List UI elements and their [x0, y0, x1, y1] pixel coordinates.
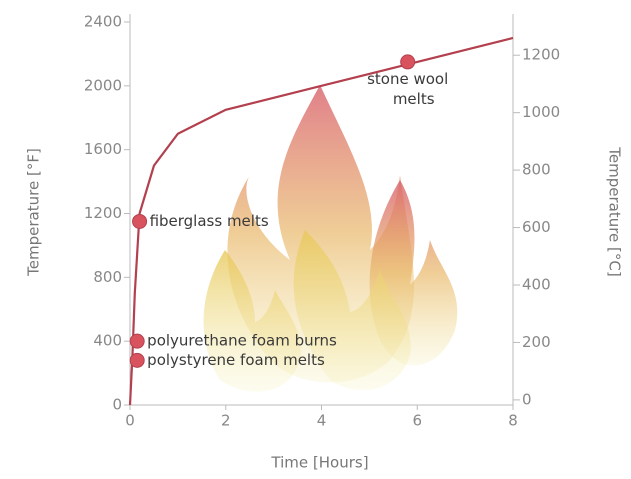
x-tick-label: 0 — [125, 412, 135, 430]
chart: Time [Hours] Temperature [°F] Temperatur… — [0, 0, 631, 475]
y-tick-label: 1600 — [84, 140, 122, 158]
annotation-point — [130, 353, 144, 367]
y-tick-label: 400 — [93, 332, 122, 350]
y2-tick-label: 600 — [522, 218, 551, 236]
x-tick-label: 2 — [221, 412, 231, 430]
y-tick-label: 0 — [112, 396, 122, 414]
y2-tick-label: 400 — [522, 275, 551, 293]
x-tick-label: 4 — [317, 412, 327, 430]
y-axis-label: Temperature [°F] — [25, 148, 43, 277]
annotation-label: polyurethane foam burns — [147, 332, 337, 350]
y2-axis-label: Temperature [°C] — [606, 146, 624, 276]
y2-tick-label: 0 — [522, 390, 532, 408]
y2-tick-label: 200 — [522, 333, 551, 351]
y-tick-label: 2000 — [84, 76, 122, 94]
y-tick-label: 1200 — [84, 204, 122, 222]
annotation-point — [133, 214, 147, 228]
x-axis-label: Time [Hours] — [270, 454, 368, 472]
annotation-point — [401, 55, 415, 69]
y-tick-label: 800 — [93, 268, 122, 286]
annotation-label: polystyrene foam melts — [147, 351, 325, 369]
x-tick-label: 8 — [508, 412, 518, 430]
annotation-label: fiberglass melts — [150, 212, 269, 230]
y2-tick-label: 800 — [522, 161, 551, 179]
x-tick-label: 6 — [412, 412, 422, 430]
y2-tick-label: 1200 — [522, 46, 560, 64]
y2-tick-label: 1000 — [522, 103, 560, 121]
annotation-point — [130, 334, 144, 348]
y-tick-label: 2400 — [84, 13, 122, 31]
